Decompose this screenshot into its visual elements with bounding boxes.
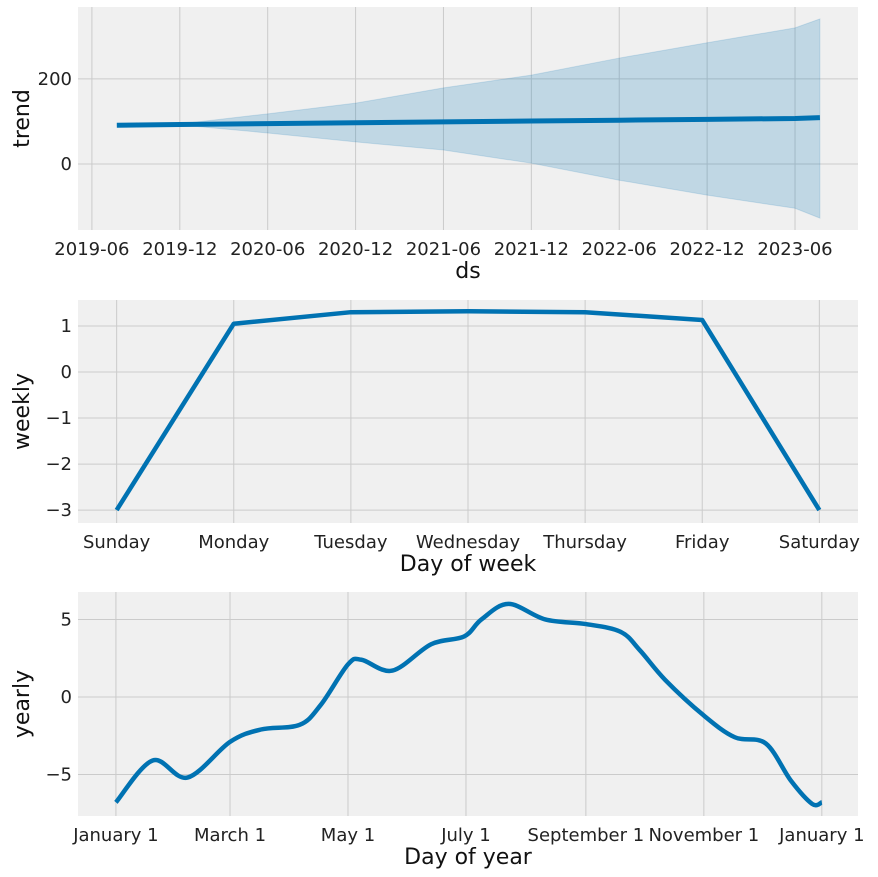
x-tick-label: 2020-12 [318,239,393,260]
x-tick-label: January 1 [778,825,864,846]
x-tick-label: May 1 [321,825,375,846]
x-axis-label: Day of year [404,845,533,870]
y-tick-label: −5 [45,764,72,785]
x-tick-label: Wednesday [416,532,521,553]
x-tick-label: January 1 [72,825,158,846]
x-tick-label: Thursday [542,532,627,553]
x-tick-label: Monday [198,532,269,553]
x-tick-label: Saturday [779,532,860,553]
y-tick-label: 0 [61,154,72,175]
x-tick-label: 2023-06 [757,239,832,260]
x-tick-label: Tuesday [313,532,388,553]
x-tick-label: September 1 [528,825,645,846]
x-tick-label: Sunday [83,532,151,553]
y-axis-label: trend [10,89,35,148]
y-axis-label: yearly [10,670,35,738]
x-tick-label: November 1 [648,825,759,846]
x-tick-label: 2021-12 [494,239,569,260]
trend-line [116,115,821,128]
x-axis-label: Day of week [400,552,537,577]
y-tick-label: −3 [45,500,72,521]
x-tick-label: 2022-06 [582,239,657,260]
yearly-subplot: January 1 March 1 May 1 July 1 September 1 No… [10,592,865,870]
y-tick-label: 5 [61,609,72,630]
y-tick-label: 200 [38,69,72,90]
y-tick-label: 1 [61,316,72,337]
x-tick-label: 2022-12 [670,239,745,260]
x-tick-label: Friday [675,532,730,553]
x-tick-label: 2019-06 [54,239,129,260]
x-tick-label: March 1 [194,825,266,846]
x-tick-label: 2019-12 [142,239,217,260]
weekly-line [114,309,822,512]
x-tick-label: July 1 [440,825,491,846]
x-tick-label: 2021-06 [406,239,481,260]
y-axis-label: weekly [10,373,35,450]
x-axis-label: ds [455,259,480,284]
y-tick-label: 0 [61,362,72,383]
yearly-line [114,601,823,808]
axes-background [78,592,858,816]
y-tick-label: −2 [45,454,72,475]
trend-subplot: 2019-06 2019-12 2020-06 2020-12 2021-06 2021-… [10,7,858,284]
y-tick-label: −1 [45,408,72,429]
y-tick-label: 0 [61,687,72,708]
weekly-subplot: Sunday Monday Tuesday Wednesday Thursday Frid… [10,300,860,577]
x-tick-label: 2020-06 [230,239,305,260]
